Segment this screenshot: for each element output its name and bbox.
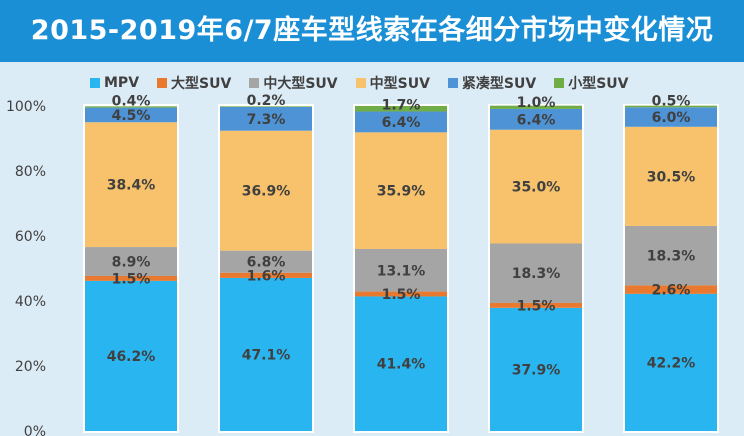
data-label: 8.9% [112,255,151,271]
legend-item: MPV [90,75,139,91]
data-label: 2.6% [652,283,691,299]
legend-label: 小型SUV [568,76,629,92]
legend-item: 中大型SUV [249,73,338,93]
bar-segment [490,105,582,109]
y-tick-label: 60% [15,229,46,245]
bar-segment [490,243,582,303]
bar-segment [490,129,582,244]
legend-item: 中型SUV [355,73,430,93]
bar-segment [490,307,582,431]
data-label: 36.9% [242,184,291,200]
data-label: 35.9% [377,184,426,200]
data-label: 18.3% [647,249,696,265]
legend-swatch [355,78,366,88]
data-label: 42.2% [647,355,696,371]
legend-swatch [157,78,168,88]
bar-segment [490,108,582,130]
bar-segment [85,280,177,431]
data-label: 4.5% [112,108,151,124]
data-label: 30.5% [647,169,696,185]
bar-segment [625,285,717,294]
data-label: 47.1% [242,347,291,363]
bar-segment [355,296,447,431]
bar-segment [355,291,447,297]
data-label: 0.5% [652,93,691,109]
data-label: 18.3% [512,266,561,282]
bar-segment [220,130,312,251]
legend-item: 大型SUV [157,73,231,93]
data-label: 1.7% [382,98,421,114]
bar-segment [220,106,312,131]
bar-segment [625,126,717,226]
legend-label: 中型SUV [369,76,430,92]
data-label: 1.6% [247,268,286,284]
legend-swatch [554,78,565,88]
bar-segment [355,249,447,292]
bar-segment [85,275,177,281]
bar-segment [85,247,177,276]
data-label: 1.5% [112,271,151,287]
bar-segment [220,277,312,431]
bar-segment [355,132,447,249]
legend-swatch [447,78,458,88]
data-label: 38.4% [107,178,156,194]
legend-label: 中大型SUV [263,76,338,92]
y-tick-label: 0% [24,424,46,436]
data-label: 13.1% [377,263,426,279]
data-label: 41.4% [377,357,426,373]
data-label: 0.2% [247,93,286,109]
bar-segment [85,107,177,123]
data-label: 1.5% [517,298,556,314]
data-label: 6.4% [517,112,556,128]
data-label: 35.0% [512,180,561,196]
legend-label: MPV [104,75,140,91]
y-tick-label: 80% [15,164,46,180]
data-label: 6.8% [247,255,286,271]
bar-segment [625,107,717,127]
legend-swatch [249,78,260,88]
data-label: 6.0% [652,110,691,126]
legend-label: 紧凑型SUV [461,76,537,92]
chart-title: 2015-2019年6/7座车型线索在各细分市场中变化情况 [30,15,714,46]
y-tick-label: 100% [6,99,46,115]
bar-segment [85,106,177,108]
bar-segment [85,122,177,248]
bar-segment [625,225,717,286]
legend-item: 紧凑型SUV [447,73,537,93]
bar-segment [220,272,312,278]
y-tick-label: 20% [15,359,46,375]
bar-segment [490,302,582,308]
legend-label: 大型SUV [171,76,232,92]
legend-swatch [90,78,100,88]
data-label: 46.2% [107,349,156,365]
data-label: 7.3% [247,112,286,128]
stacked-bar-chart: 0%20%40%60%80%100%46.2%1.5%8.9%38.4%4.5%… [6,93,719,436]
bar-segment [355,111,447,133]
data-label: 0.4% [112,94,151,110]
data-label: 1.5% [382,287,421,303]
legend: MPV 大型SUV 中大型SUV 中型SUV 紧凑型SUV 小型SUV [90,72,710,94]
data-label: 37.9% [512,362,561,378]
title-banner [0,0,744,62]
bar-segment [220,106,312,107]
bar-segment [625,293,717,431]
data-label: 6.4% [382,115,421,131]
bar-segment [220,250,312,273]
bar-segment [625,105,717,108]
bar-segment [355,106,447,112]
legend-item: 小型SUV [554,73,629,93]
y-tick-label: 40% [15,294,46,310]
data-label: 1.0% [517,95,556,111]
